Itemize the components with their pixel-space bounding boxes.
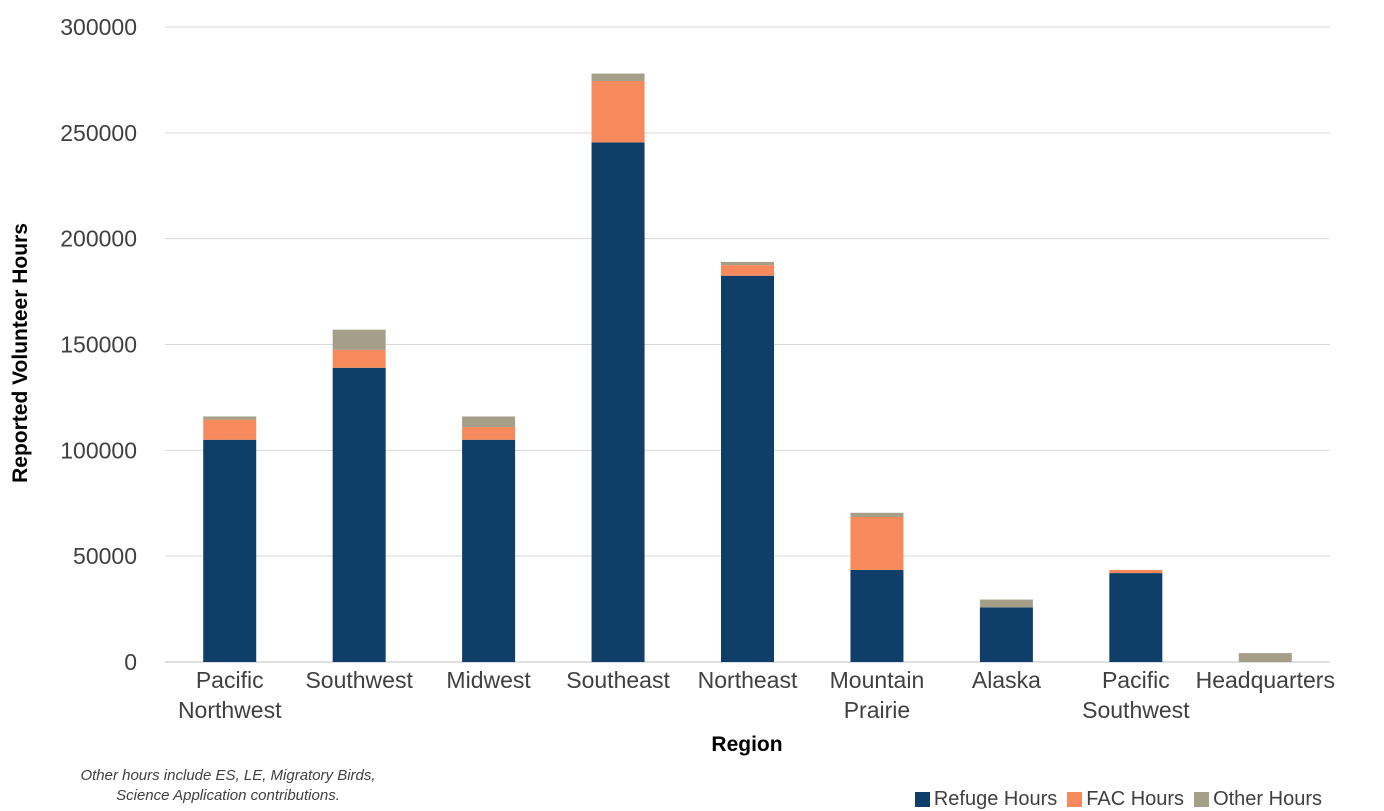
legend-label-fac: FAC Hours [1086,788,1185,810]
x-axis-category-labels: Pacific Northwest Southwest Midwest Southeas… [178,667,1335,723]
x-category-label: Northeast [698,667,798,693]
y-tick-label: 300000 [60,14,137,40]
y-tick-label: 200000 [60,226,137,252]
legend-swatch-fac [1067,792,1083,807]
bar-segment-refuge [332,367,386,662]
bar-segment-other [979,599,1033,608]
bar-segment-fac [591,80,645,143]
bar-segment-refuge [591,142,645,662]
footnote-line-2: Science Application contributions. [116,787,340,804]
stacked-bar-chart: 0 50000 100000 150000 200000 250000 300000 Pac… [9,14,1335,756]
x-category-label: Southwest [305,667,413,693]
bar-segment-fac [332,349,386,368]
legend-swatch-other [1194,792,1210,807]
y-tick-label: 150000 [60,332,137,358]
y-tick-label: 0 [124,649,137,675]
bar-segment-refuge [979,607,1033,662]
bar-segment-fac [462,427,516,440]
x-category-label: Prairie [844,697,910,723]
bar-segment-other [203,416,257,420]
bar-segment-fac [850,517,904,570]
legend: Refuge Hours FAC Hours Other Hours [914,788,1322,811]
legend-label-other: Other Hours [1213,788,1322,810]
x-category-label: Headquarters [1196,667,1335,693]
footnote: Other hours include ES, LE, Migratory Bi… [0,766,456,806]
bar-segment-other [591,73,645,81]
x-axis-title: Region [711,733,782,756]
bar-segment-fac [1109,569,1163,574]
y-axis-tick-labels: 0 50000 100000 150000 200000 250000 300000 [60,14,137,675]
y-axis-title: Reported Volunteer Hours [9,223,32,483]
bar-segment-other [721,261,774,266]
x-category-label: Pacific [196,667,264,693]
legend-swatch-refuge [914,792,930,807]
x-category-label: Pacific [1102,667,1170,693]
bar-segment-fac [721,265,774,276]
x-category-label: Mountain [830,667,925,693]
bar-segment-refuge [203,439,257,662]
bar-segment-other [1238,653,1292,662]
bar-segment-refuge [1109,573,1163,662]
legend-item-fac: FAC Hours [1067,788,1184,811]
x-category-label: Midwest [446,667,531,693]
x-category-label: Northwest [178,697,282,723]
bars [203,73,1292,662]
x-category-label: Southwest [1082,697,1190,723]
x-category-label: Southeast [566,667,670,693]
bar-segment-fac [203,419,257,440]
footnote-line-1: Other hours include ES, LE, Migratory Bi… [80,767,376,784]
legend-item-other: Other Hours [1194,788,1322,811]
legend-label-refuge: Refuge Hours [933,788,1058,810]
y-tick-label: 250000 [60,120,137,146]
y-tick-label: 50000 [73,543,137,569]
x-category-label: Alaska [972,667,1041,693]
y-tick-label: 100000 [60,437,137,463]
bar-segment-other [332,329,386,350]
bar-segment-other [850,512,904,518]
bar-segment-refuge [850,569,904,662]
legend-item-refuge: Refuge Hours [914,788,1058,811]
bar-segment-other [462,416,516,428]
bar-segment-refuge [462,439,516,662]
bar-segment-refuge [721,275,774,662]
